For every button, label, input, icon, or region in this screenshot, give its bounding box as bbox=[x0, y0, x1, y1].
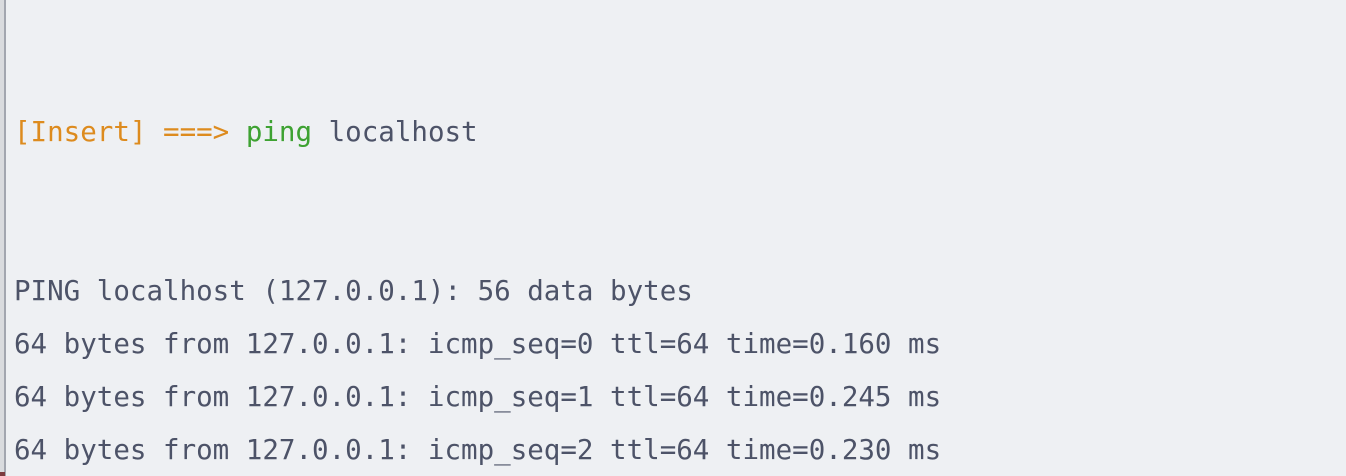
prompt-line: [Insert] ===> ping localhost bbox=[14, 106, 1346, 159]
bottom-left-red-fragment bbox=[0, 472, 5, 476]
terminal-output: PING localhost (127.0.0.1): 56 data byte… bbox=[14, 265, 1346, 476]
terminal-content: [Insert] ===> ping localhost PING localh… bbox=[6, 0, 1346, 476]
terminal-output-line: 64 bytes from 127.0.0.1: icmp_seq=1 ttl=… bbox=[14, 381, 942, 413]
terminal-output-line: 64 bytes from 127.0.0.1: icmp_seq=2 ttl=… bbox=[14, 434, 942, 466]
terminal-output-line: 64 bytes from 127.0.0.1: icmp_seq=0 ttl=… bbox=[14, 328, 942, 360]
left-gutter bbox=[0, 0, 4, 476]
command-argument: localhost bbox=[312, 116, 478, 148]
prompt-arrow: ===> bbox=[163, 116, 246, 148]
terminal-output-line: PING localhost (127.0.0.1): 56 data byte… bbox=[14, 275, 693, 307]
prompt-mode-label: [Insert] bbox=[14, 116, 164, 148]
left-border-line bbox=[4, 0, 6, 476]
command-text: ping bbox=[245, 116, 313, 148]
